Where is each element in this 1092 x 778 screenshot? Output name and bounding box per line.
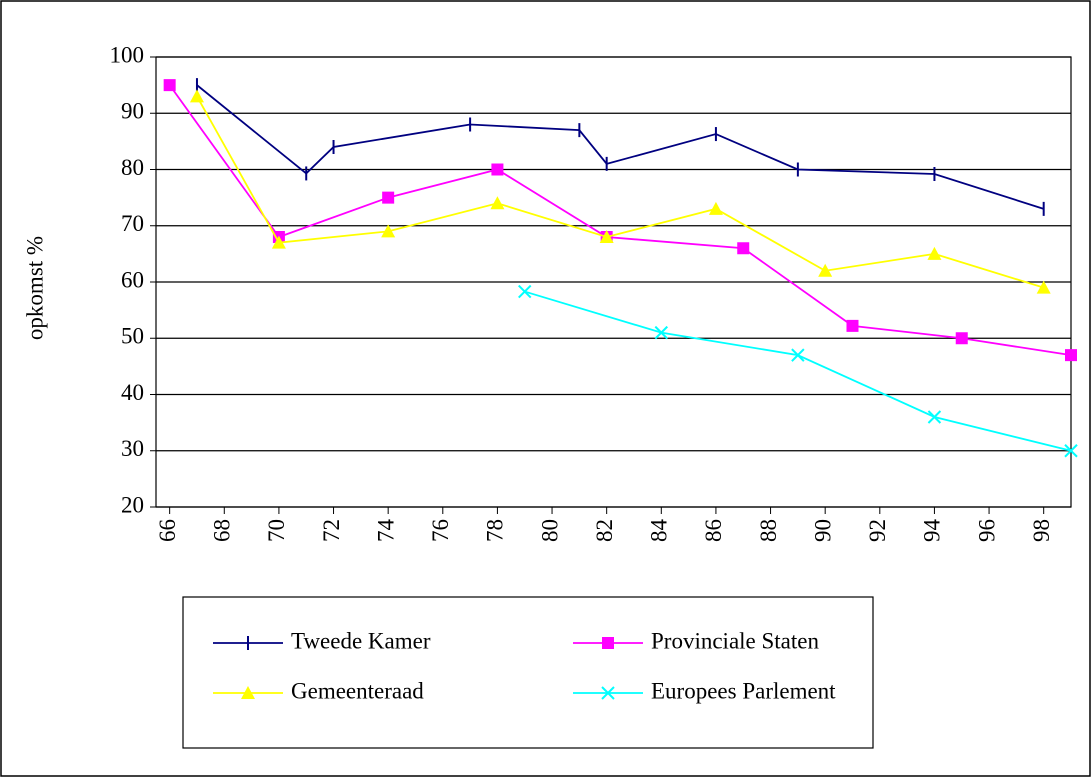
x-tick-label: 82 [592,519,617,542]
y-tick-label: 50 [121,324,144,349]
x-tick-label: 66 [155,519,180,542]
x-tick-label: 94 [920,519,945,543]
plot-area [155,56,1072,508]
marker [599,230,614,243]
y-axis-label: opkomst % [22,236,47,340]
marker [737,242,750,255]
x-tick-label: 96 [974,519,999,542]
series-line [196,84,1044,210]
y-tick-label: 30 [121,436,144,461]
marker [491,163,504,176]
marker [163,79,176,92]
marker [818,263,833,277]
x-tick-label: 76 [428,519,453,542]
marker [955,332,968,345]
x-tick-label: 78 [483,519,508,542]
legend-label: Tweede Kamer [291,628,431,653]
legend-label: Gemeenteraad [291,678,424,703]
marker [381,224,396,238]
legend-label: Europees Parlement [651,678,836,703]
y-tick-label: 80 [121,155,144,180]
y-tick-label: 100 [110,42,145,67]
marker [927,410,942,424]
x-tick-label: 98 [1029,519,1054,542]
marker [654,325,669,340]
x-tick-label: 88 [756,519,781,542]
marker [382,191,395,204]
marker [601,686,615,700]
y-tick-label: 70 [121,211,144,236]
x-tick-label: 80 [537,519,562,542]
x-tick-label: 68 [210,519,235,542]
marker [791,348,805,362]
y-tick-label: 60 [121,267,144,292]
x-tick-label: 90 [810,519,835,542]
x-tick-label: 74 [373,519,398,543]
y-tick-label: 40 [121,380,144,405]
marker [927,246,942,260]
x-tick-label: 86 [701,519,726,542]
legend [182,596,874,749]
marker [1065,349,1077,362]
marker [241,686,255,699]
marker [189,89,204,103]
marker [708,201,723,215]
x-tick-label: 84 [647,519,672,543]
x-tick-label: 70 [264,519,289,542]
legend-label: Provinciale Staten [651,628,819,653]
marker [1036,280,1051,294]
marker [1064,444,1078,458]
marker [518,284,532,299]
marker [846,319,859,332]
marker [271,235,286,249]
marker [490,196,505,210]
x-tick-label: 92 [865,519,890,542]
y-tick-label: 90 [121,99,144,124]
marker [602,637,614,649]
x-tick-label: 72 [319,519,344,542]
y-tick-label: 20 [121,492,144,517]
